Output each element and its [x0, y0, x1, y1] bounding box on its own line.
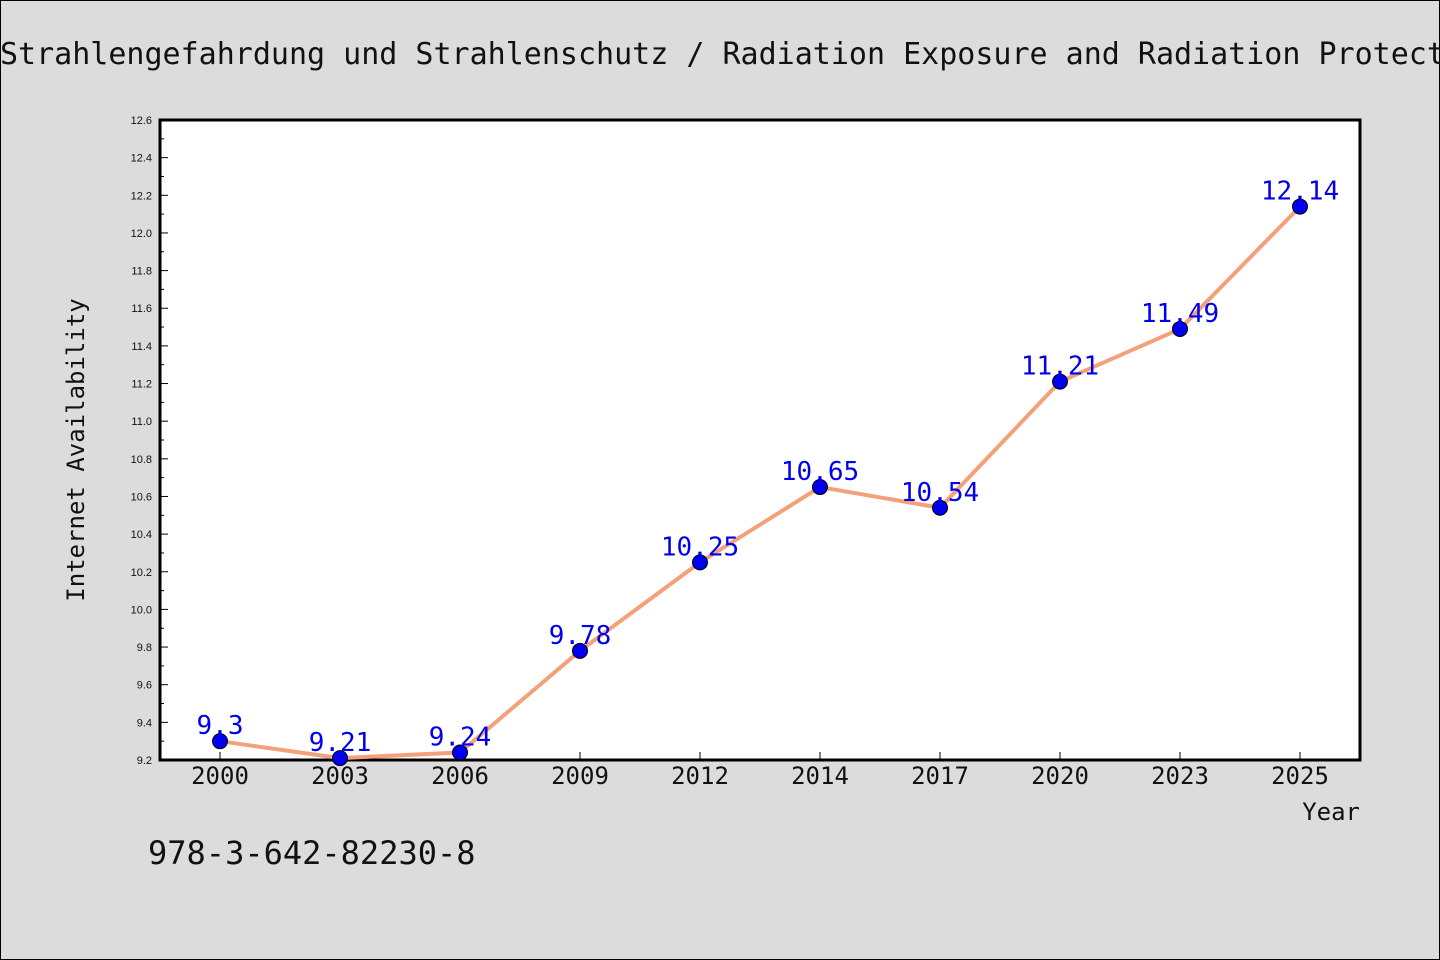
- y-tick-label: 9.8: [137, 642, 152, 654]
- y-tick-label: 12.4: [131, 153, 152, 165]
- x-tick-label: 2023: [1151, 762, 1209, 790]
- y-tick-label: 11.2: [131, 379, 152, 391]
- y-tick-label: 10.4: [131, 529, 152, 541]
- x-tick-label: 2017: [911, 762, 969, 790]
- chart-title: Strahlengefahrdung und Strahlenschutz / …: [0, 37, 1440, 72]
- series-line-group: [218, 204, 1302, 761]
- data-point: [932, 499, 948, 516]
- data-label: 10.65: [781, 457, 859, 487]
- data-point: [572, 642, 588, 659]
- y-axis-ticks: 9.2 9.4 9.6 9.8 10.0 10.2 10.4 10.6 10.8 11.0 11.2…: [131, 115, 168, 767]
- x-tick-label: 2020: [1031, 762, 1089, 790]
- x-axis-label: Year: [1302, 798, 1360, 826]
- x-tick-label: 2025: [1271, 762, 1329, 790]
- y-tick-label: 11.6: [131, 303, 152, 315]
- data-point: [1172, 320, 1188, 337]
- x-tick-label: 2000: [191, 762, 249, 790]
- y-tick-label: 12.2: [131, 190, 152, 202]
- y-tick-label: 9.6: [137, 680, 152, 692]
- x-axis-ticks: 2000 2003 2006 2009 2012 2014 2017 2020 2023 2025: [191, 752, 1329, 790]
- x-tick-label: 2006: [431, 762, 489, 790]
- x-tick-label: 2012: [671, 762, 729, 790]
- data-point: [332, 750, 348, 767]
- y-tick-label: 10.8: [131, 454, 152, 466]
- y-tick-label: 12.6: [131, 115, 152, 127]
- data-label: 9.3: [197, 711, 244, 741]
- series-line: [218, 204, 1302, 761]
- data-label: 11.21: [1021, 352, 1099, 382]
- y-tick-label: 11.0: [131, 416, 152, 428]
- data-label: 10.54: [901, 478, 979, 508]
- data-label: 9.78: [549, 621, 612, 651]
- y-tick-label: 11.8: [131, 266, 152, 278]
- y-tick-label: 9.4: [137, 717, 152, 729]
- x-tick-label: 2014: [791, 762, 849, 790]
- footer-isbn: 978-3-642-82230-8: [148, 834, 476, 872]
- data-point: [812, 479, 828, 496]
- data-point: [452, 744, 468, 761]
- y-tick-label: 10.6: [131, 491, 152, 503]
- data-label: 9.24: [429, 722, 492, 752]
- data-label: 9.21: [309, 728, 372, 758]
- data-labels: 9.3 9.21 9.24 9.78 10.25 10.65 10.54 11.21 11.49…: [197, 177, 1340, 759]
- y-axis-label: Internet Availability: [62, 298, 90, 601]
- x-tick-label: 2009: [551, 762, 609, 790]
- x-tick-label: 2003: [311, 762, 369, 790]
- data-label: 10.25: [661, 532, 739, 562]
- data-point: [1292, 198, 1308, 215]
- series-markers: [212, 198, 1308, 767]
- data-label: 11.49: [1141, 299, 1219, 329]
- data-point: [212, 733, 228, 750]
- data-point: [1052, 373, 1068, 390]
- y-tick-label: 9.2: [137, 755, 152, 767]
- y-tick-label: 12.0: [131, 228, 152, 240]
- data-label: 12.14: [1261, 177, 1339, 207]
- data-point: [692, 554, 708, 571]
- y-tick-label: 11.4: [131, 341, 152, 353]
- y-tick-label: 10.2: [131, 567, 152, 579]
- y-tick-label: 10.0: [131, 604, 152, 616]
- plot-area: [158, 118, 1362, 762]
